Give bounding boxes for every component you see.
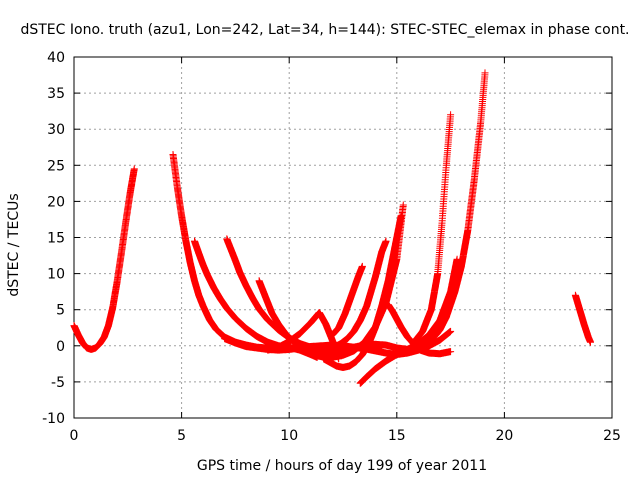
data-arc [425, 69, 489, 346]
y-tick-label: -10 [42, 411, 65, 427]
x-tick-label: 5 [177, 428, 186, 444]
y-tick-label: 25 [47, 158, 65, 174]
data-arc [328, 262, 366, 339]
y-tick-label: 40 [47, 50, 65, 66]
data-arc [70, 165, 138, 353]
y-tick-label: 5 [56, 303, 65, 319]
data-arc [356, 255, 461, 387]
y-tick-label: 0 [56, 339, 65, 355]
data-arc [318, 237, 390, 354]
x-tick-label: 15 [388, 428, 406, 444]
axis-ticks: 0 5 10 15 20 25 -10 -5 0 5 10 15 20 25 30 35 40 [42, 50, 621, 444]
y-tick-label: 10 [47, 267, 65, 283]
y-tick-label: 35 [47, 86, 65, 102]
y-tick-label: 15 [47, 231, 65, 247]
chart-title: dSTEC Iono. truth (azu1, Lon=242, Lat=34… [20, 22, 629, 38]
x-tick-label: 20 [495, 428, 513, 444]
x-tick-label: 10 [280, 428, 298, 444]
y-tick-label: 20 [47, 194, 65, 210]
data-arc [264, 309, 343, 363]
y-tick-label: 30 [47, 122, 65, 138]
data-points [70, 69, 594, 387]
y-tick-label: -5 [51, 375, 65, 391]
y-axis-label: dSTEC / TECUs [6, 193, 22, 296]
data-arc [223, 235, 386, 353]
x-axis-label: GPS time / hours of day 199 of year 2011 [197, 458, 487, 474]
x-tick-label: 25 [603, 428, 621, 444]
data-arc [571, 291, 594, 346]
data-arc [410, 111, 455, 346]
x-tick-label: 0 [70, 428, 79, 444]
data-arc [320, 212, 405, 371]
